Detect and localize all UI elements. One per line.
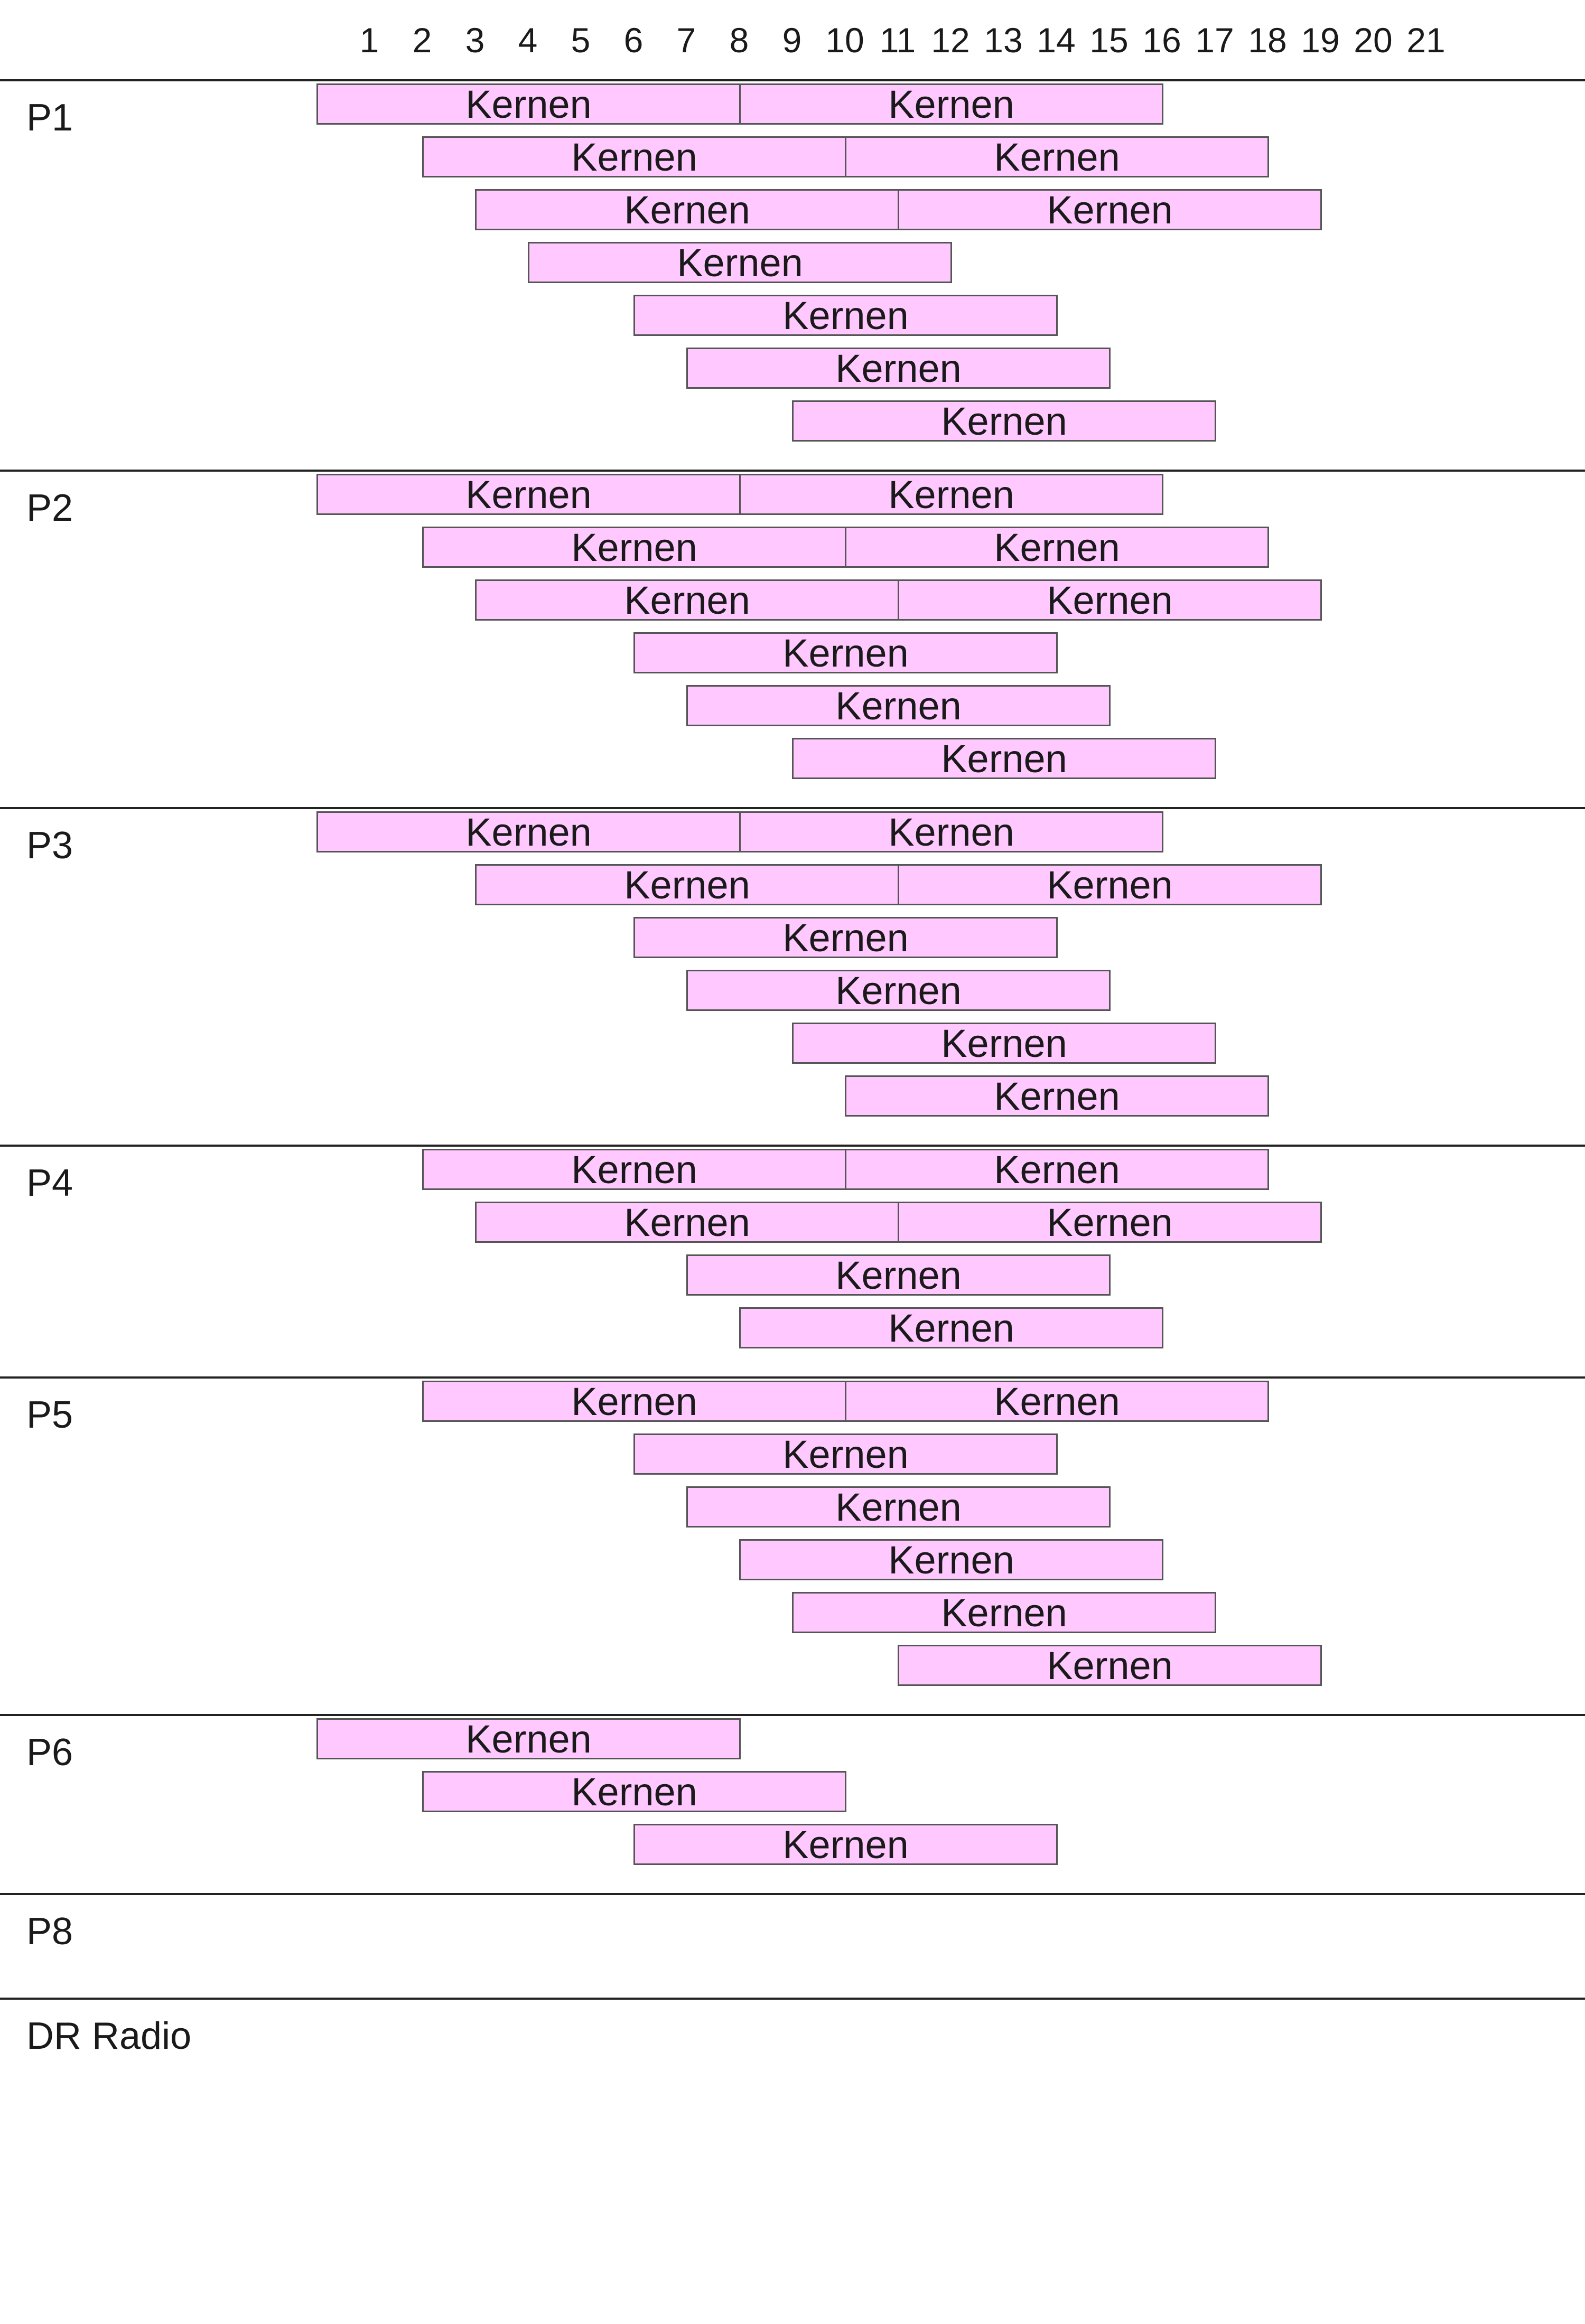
x-tick-label: 16 [1142, 21, 1181, 60]
program-bar[interactable]: Kernen [633, 295, 1058, 336]
channel-label: P8 [26, 1910, 73, 1953]
program-bar[interactable]: Kernen [316, 474, 741, 515]
program-bar[interactable]: Kernen [316, 1718, 741, 1759]
program-bar[interactable]: Kernen [739, 474, 1163, 515]
program-bar[interactable]: Kernen [792, 400, 1216, 442]
channel-label: P3 [26, 824, 73, 867]
x-tick-label: 1 [359, 21, 379, 60]
x-tick-label: 4 [518, 21, 538, 60]
program-bar[interactable]: Kernen [528, 242, 952, 283]
x-tick-label: 17 [1195, 21, 1234, 60]
program-bar[interactable]: Kernen [475, 579, 899, 621]
x-tick-label: 8 [729, 21, 749, 60]
x-tick-label: 14 [1037, 21, 1076, 60]
program-bar[interactable]: Kernen [898, 1645, 1322, 1686]
program-bar[interactable]: Kernen [633, 917, 1058, 958]
program-bar[interactable]: Kernen [845, 136, 1269, 177]
program-bar[interactable]: Kernen [686, 1486, 1111, 1528]
x-tick-label: 3 [465, 21, 485, 60]
program-bar[interactable]: Kernen [845, 1149, 1269, 1190]
x-tick-label: 13 [984, 21, 1023, 60]
section-divider [0, 807, 1585, 809]
x-tick-label: 11 [879, 21, 916, 60]
program-bar[interactable]: Kernen [686, 348, 1111, 389]
program-bar[interactable]: Kernen [739, 1307, 1163, 1348]
program-bar[interactable]: Kernen [686, 970, 1111, 1011]
program-bar[interactable]: Kernen [475, 864, 899, 905]
channel-label: P5 [26, 1394, 73, 1436]
program-bar[interactable]: Kernen [422, 527, 846, 568]
program-bar[interactable]: Kernen [686, 1254, 1111, 1296]
section-divider [0, 1376, 1585, 1379]
program-bar[interactable]: Kernen [792, 1592, 1216, 1633]
section-divider [0, 1998, 1585, 2000]
program-bar[interactable]: Kernen [422, 1149, 846, 1190]
program-bar[interactable]: Kernen [633, 1433, 1058, 1475]
channel-label: P4 [26, 1162, 73, 1204]
channel-label: P2 [26, 487, 73, 529]
x-tick-label: 6 [623, 21, 644, 60]
program-bar[interactable]: Kernen [898, 1202, 1322, 1243]
channel-label: P1 [26, 97, 73, 139]
channel-label: P6 [26, 1731, 73, 1774]
program-bar[interactable]: Kernen [898, 579, 1322, 621]
x-tick-label: 10 [825, 21, 864, 60]
program-bar[interactable]: Kernen [792, 738, 1216, 779]
program-bar[interactable]: Kernen [633, 632, 1058, 673]
section-divider [0, 1714, 1585, 1716]
program-bar[interactable]: Kernen [739, 83, 1163, 125]
section-divider [0, 1893, 1585, 1895]
x-tick-label: 19 [1301, 21, 1340, 60]
program-bar[interactable]: Kernen [845, 527, 1269, 568]
x-tick-label: 21 [1406, 21, 1446, 60]
x-tick-label: 5 [571, 21, 591, 60]
section-divider [0, 1145, 1585, 1147]
program-bar[interactable]: Kernen [475, 189, 899, 230]
channel-label: DR Radio [26, 2015, 192, 2057]
program-bar[interactable]: Kernen [898, 864, 1322, 905]
x-tick-label: 9 [782, 21, 802, 60]
program-bar[interactable]: Kernen [739, 811, 1163, 852]
program-bar[interactable]: Kernen [898, 189, 1322, 230]
program-bar[interactable]: Kernen [422, 1381, 846, 1422]
program-bar[interactable]: Kernen [422, 1771, 846, 1812]
program-bar[interactable]: Kernen [422, 136, 846, 177]
program-bar[interactable]: Kernen [316, 83, 741, 125]
program-bar[interactable]: Kernen [475, 1202, 899, 1243]
program-bar[interactable]: Kernen [792, 1023, 1216, 1064]
section-divider [0, 470, 1585, 472]
program-bar[interactable]: Kernen [845, 1381, 1269, 1422]
x-tick-label: 18 [1248, 21, 1287, 60]
x-tick-label: 12 [931, 21, 970, 60]
program-bar[interactable]: Kernen [739, 1539, 1163, 1580]
x-tick-label: 7 [676, 21, 696, 60]
x-tick-label: 2 [412, 21, 432, 60]
program-bar[interactable]: Kernen [845, 1075, 1269, 1117]
section-divider [0, 79, 1585, 81]
x-tick-label: 15 [1089, 21, 1129, 60]
x-tick-label: 20 [1354, 21, 1393, 60]
program-bar[interactable]: Kernen [633, 1824, 1058, 1865]
program-bar[interactable]: Kernen [316, 811, 741, 852]
program-bar[interactable]: Kernen [686, 685, 1111, 726]
